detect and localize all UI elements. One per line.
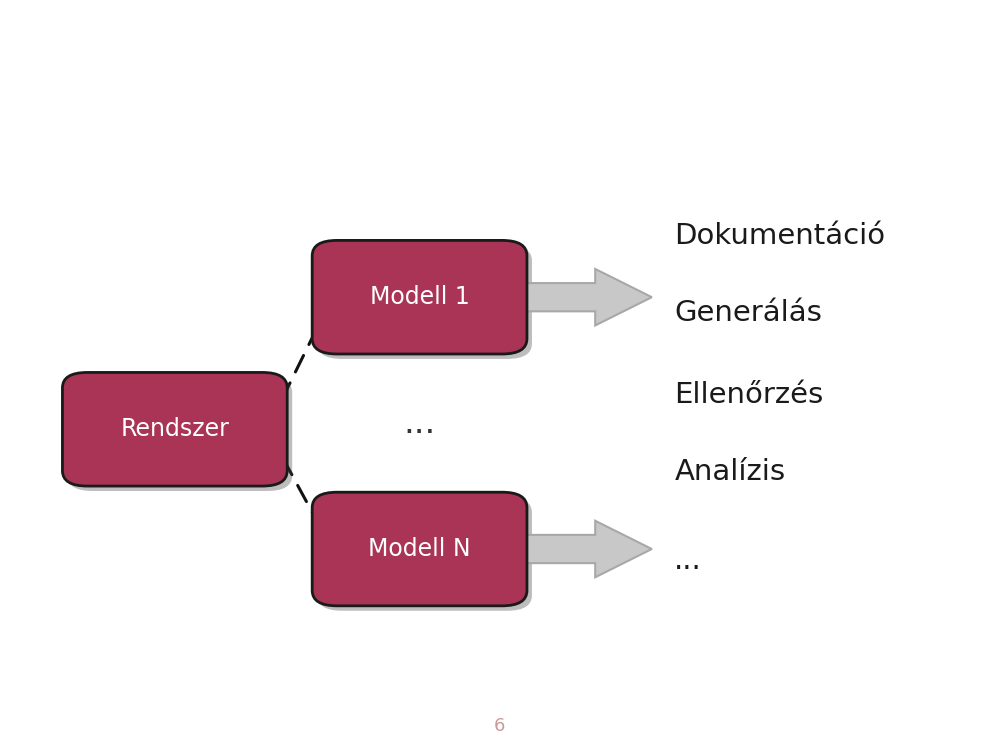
FancyBboxPatch shape bbox=[62, 372, 288, 486]
Polygon shape bbox=[517, 269, 651, 326]
FancyBboxPatch shape bbox=[68, 377, 292, 491]
Text: Rendszer: Rendszer bbox=[121, 417, 229, 441]
Text: Modellek lehetséges felhasználása: Modellek lehetséges felhasználása bbox=[138, 22, 861, 66]
Text: Ellenőrzés: Ellenőrzés bbox=[674, 381, 823, 410]
Text: ...: ... bbox=[404, 407, 436, 440]
Polygon shape bbox=[517, 521, 651, 577]
Text: ...: ... bbox=[674, 548, 702, 575]
FancyBboxPatch shape bbox=[312, 240, 527, 354]
FancyBboxPatch shape bbox=[317, 497, 531, 610]
Text: Dokumentáció: Dokumentáció bbox=[674, 222, 885, 249]
Text: 6: 6 bbox=[494, 717, 505, 735]
Text: Modell N: Modell N bbox=[369, 537, 471, 561]
Text: Analízis: Analízis bbox=[674, 458, 785, 486]
Text: Modell 1: Modell 1 bbox=[370, 285, 470, 309]
FancyBboxPatch shape bbox=[312, 492, 527, 606]
FancyBboxPatch shape bbox=[317, 246, 531, 359]
Text: Generálás: Generálás bbox=[674, 299, 822, 327]
